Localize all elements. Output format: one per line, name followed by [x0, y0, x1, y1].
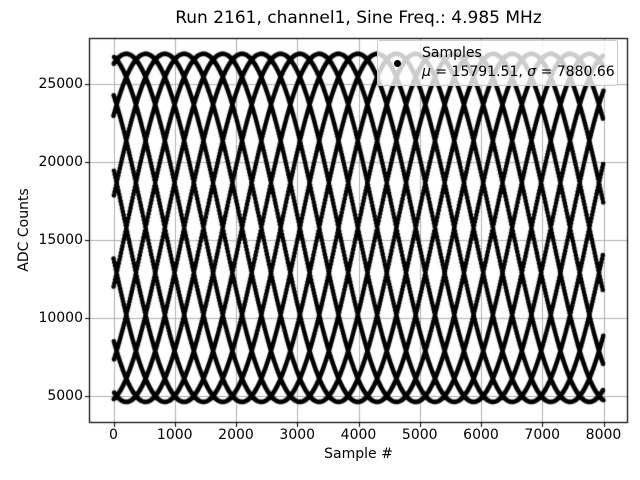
legend-point-marker-icon [394, 59, 401, 67]
y-tick-label: 10000 [38, 310, 83, 327]
legend-sigma-symbol: σ [527, 64, 537, 80]
x-tick-label: 0 [109, 427, 118, 443]
x-tick-label: 7000 [524, 427, 561, 443]
x-tick-label: 6000 [463, 427, 499, 443]
legend-mu-symbol: μ [422, 64, 431, 80]
legend-sigma-value: = 7880.66 [536, 64, 615, 80]
x-tick-label: 2000 [218, 427, 254, 443]
x-tick-label: 1000 [156, 427, 193, 443]
x-tick-label: 8000 [585, 427, 622, 443]
legend: Samples μ = 15791.51, σ = 7880.66 [377, 40, 618, 86]
y-axis-label: ADC Counts [16, 188, 32, 272]
chart-title: Run 2161, channel1, Sine Freq.: 4.985 MH… [175, 8, 542, 28]
y-tick-label: 15000 [38, 232, 83, 249]
x-axis-label: Sample # [324, 446, 393, 462]
x-tick-label: 3000 [279, 427, 316, 443]
x-tick-label: 5000 [401, 427, 438, 443]
x-tick-label: 4000 [340, 427, 377, 443]
legend-label-stats: μ = 15791.51, σ = 7880.66 [422, 63, 615, 82]
legend-mu-value: = 15791.51, [430, 64, 528, 80]
y-tick-label: 25000 [38, 76, 83, 93]
legend-text: Samples μ = 15791.51, σ = 7880.66 [422, 44, 615, 82]
legend-label-samples: Samples [422, 45, 482, 61]
y-tick-label: 5000 [47, 388, 83, 405]
y-tick-label: 20000 [38, 154, 83, 171]
